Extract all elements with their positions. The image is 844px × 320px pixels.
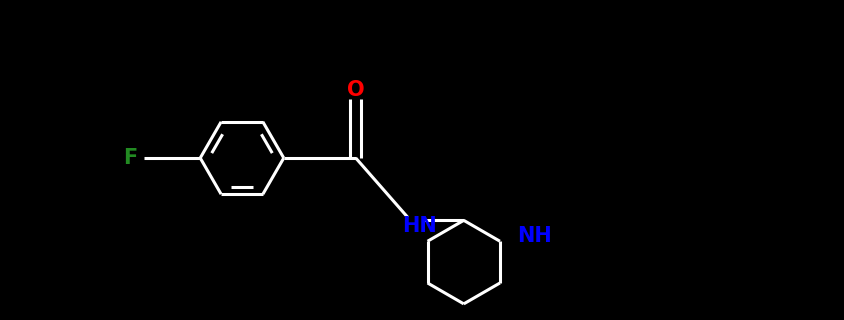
Text: HN: HN [401, 216, 436, 236]
Text: F: F [122, 148, 137, 168]
Text: NH: NH [517, 226, 552, 246]
Text: O: O [347, 80, 364, 100]
